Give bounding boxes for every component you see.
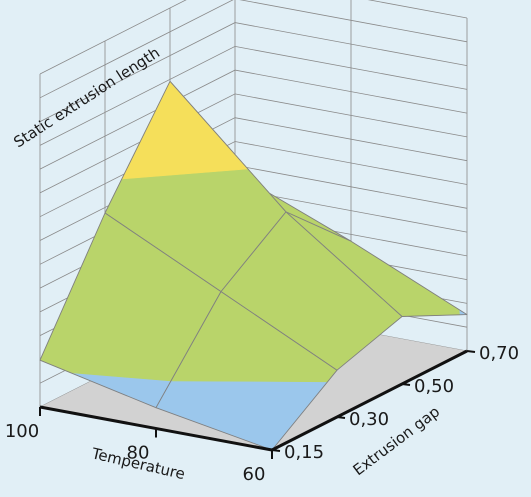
y-tick: [271, 449, 281, 452]
wall-gridline: [39, 0, 468, 75]
x-tick-label: 100: [5, 421, 39, 442]
wall-gridline: [39, 22, 468, 122]
x-tick-label: 60: [243, 464, 266, 485]
axes: 100 80 60 0,15 0,30 0,50 0,70: [5, 343, 519, 485]
z-axis-title: Static extrusion length: [10, 43, 163, 151]
y-tick: [336, 416, 346, 419]
y-tick-label: 0,50: [414, 376, 454, 397]
y-tick-label: 0,70: [479, 343, 519, 364]
y-tick: [466, 350, 476, 353]
y-tick-label: 0,15: [284, 442, 324, 463]
y-axis-line: [271, 349, 468, 452]
surface-plot: [39, 80, 468, 451]
surface-mesh-cell: [155, 291, 338, 451]
y-tick: [401, 383, 411, 386]
y-tick-label: 0,30: [349, 409, 389, 430]
x-tick-label: 80: [127, 443, 150, 464]
